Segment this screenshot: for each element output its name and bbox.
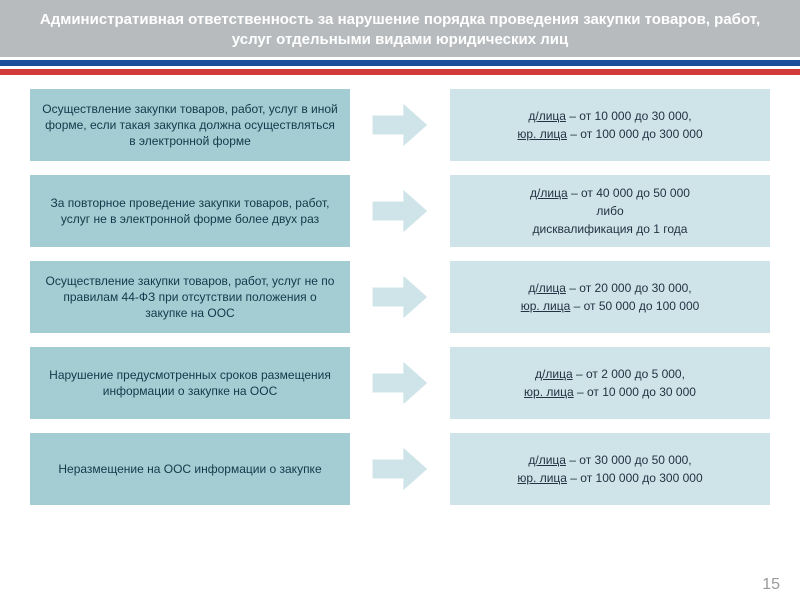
penalty-subject: юр. лица <box>517 127 567 141</box>
arrow-icon <box>372 446 428 492</box>
penalty-subject: юр. лица <box>524 385 574 399</box>
penalty-subject: юр. лица <box>517 471 567 485</box>
violation-box: Осуществление закупки товаров, работ, ус… <box>30 89 350 161</box>
info-row: Осуществление закупки товаров, работ, ус… <box>30 261 770 333</box>
penalty-line: юр. лица – от 100 000 до 300 000 <box>517 126 702 142</box>
penalty-subject: д/лица <box>535 367 573 381</box>
arrow-cell <box>350 89 450 161</box>
penalty-subject: д/лица <box>530 186 568 200</box>
penalty-box: д/лица – от 10 000 до 30 000, юр. лица – … <box>450 89 770 161</box>
penalty-amount: – от 50 000 до 100 000 <box>570 299 699 313</box>
penalty-amount: – от 10 000 до 30 000 <box>574 385 696 399</box>
penalty-subject: д/лица <box>528 281 566 295</box>
penalty-subject: д/лица <box>528 109 566 123</box>
penalty-amount: – от 100 000 до 300 000 <box>567 127 703 141</box>
penalty-box: д/лица – от 30 000 до 50 000, юр. лица – … <box>450 433 770 505</box>
arrow-cell <box>350 261 450 333</box>
arrow-icon <box>372 102 428 148</box>
arrow-icon <box>372 360 428 406</box>
penalty-subject: юр. лица <box>521 299 571 313</box>
info-row: Осуществление закупки товаров, работ, ус… <box>30 89 770 161</box>
info-row: За повторное проведение закупки товаров,… <box>30 175 770 247</box>
violation-box: Осуществление закупки товаров, работ, ус… <box>30 261 350 333</box>
arrow-icon <box>372 188 428 234</box>
penalty-line: дисквалификация до 1 года <box>533 221 688 237</box>
penalty-amount: – от 30 000 до 50 000, <box>566 453 692 467</box>
penalty-amount: – от 10 000 до 30 000, <box>566 109 692 123</box>
penalty-line: д/лица – от 40 000 до 50 000 <box>530 185 690 201</box>
penalty-box: д/лица – от 20 000 до 30 000, юр. лица – … <box>450 261 770 333</box>
arrow-cell <box>350 433 450 505</box>
penalty-amount: – от 100 000 до 300 000 <box>567 471 703 485</box>
page-number: 15 <box>762 576 780 594</box>
header-bar: Административная ответственность за нару… <box>0 0 800 57</box>
arrow-cell <box>350 347 450 419</box>
arrow-icon <box>372 274 428 320</box>
content-area: Осуществление закупки товаров, работ, ус… <box>0 75 800 505</box>
info-row: Нарушение предусмотренных сроков размеще… <box>30 347 770 419</box>
penalty-amount: – от 2 000 до 5 000, <box>573 367 685 381</box>
stripe-band <box>0 57 800 75</box>
penalty-box: д/лица – от 2 000 до 5 000, юр. лица – от… <box>450 347 770 419</box>
penalty-subject: д/лица <box>528 453 566 467</box>
penalty-line: д/лица – от 2 000 до 5 000, <box>535 366 685 382</box>
penalty-line: д/лица – от 30 000 до 50 000, <box>528 452 691 468</box>
penalty-line: д/лица – от 20 000 до 30 000, <box>528 280 691 296</box>
info-row: Неразмещение на ООС информации о закупке… <box>30 433 770 505</box>
violation-box: Нарушение предусмотренных сроков размеще… <box>30 347 350 419</box>
penalty-line: д/лица – от 10 000 до 30 000, <box>528 108 691 124</box>
penalty-line: либо <box>596 203 623 219</box>
stripe <box>0 69 800 75</box>
penalty-line: юр. лица – от 50 000 до 100 000 <box>521 298 700 314</box>
penalty-amount: – от 40 000 до 50 000 <box>568 186 690 200</box>
penalty-box: д/лица – от 40 000 до 50 000 либо дисквали… <box>450 175 770 247</box>
page-title: Административная ответственность за нару… <box>30 10 770 49</box>
penalty-line: юр. лица – от 10 000 до 30 000 <box>524 384 696 400</box>
violation-box: За повторное проведение закупки товаров,… <box>30 175 350 247</box>
penalty-line: юр. лица – от 100 000 до 300 000 <box>517 470 702 486</box>
arrow-cell <box>350 175 450 247</box>
violation-box: Неразмещение на ООС информации о закупке <box>30 433 350 505</box>
penalty-amount: – от 20 000 до 30 000, <box>566 281 692 295</box>
